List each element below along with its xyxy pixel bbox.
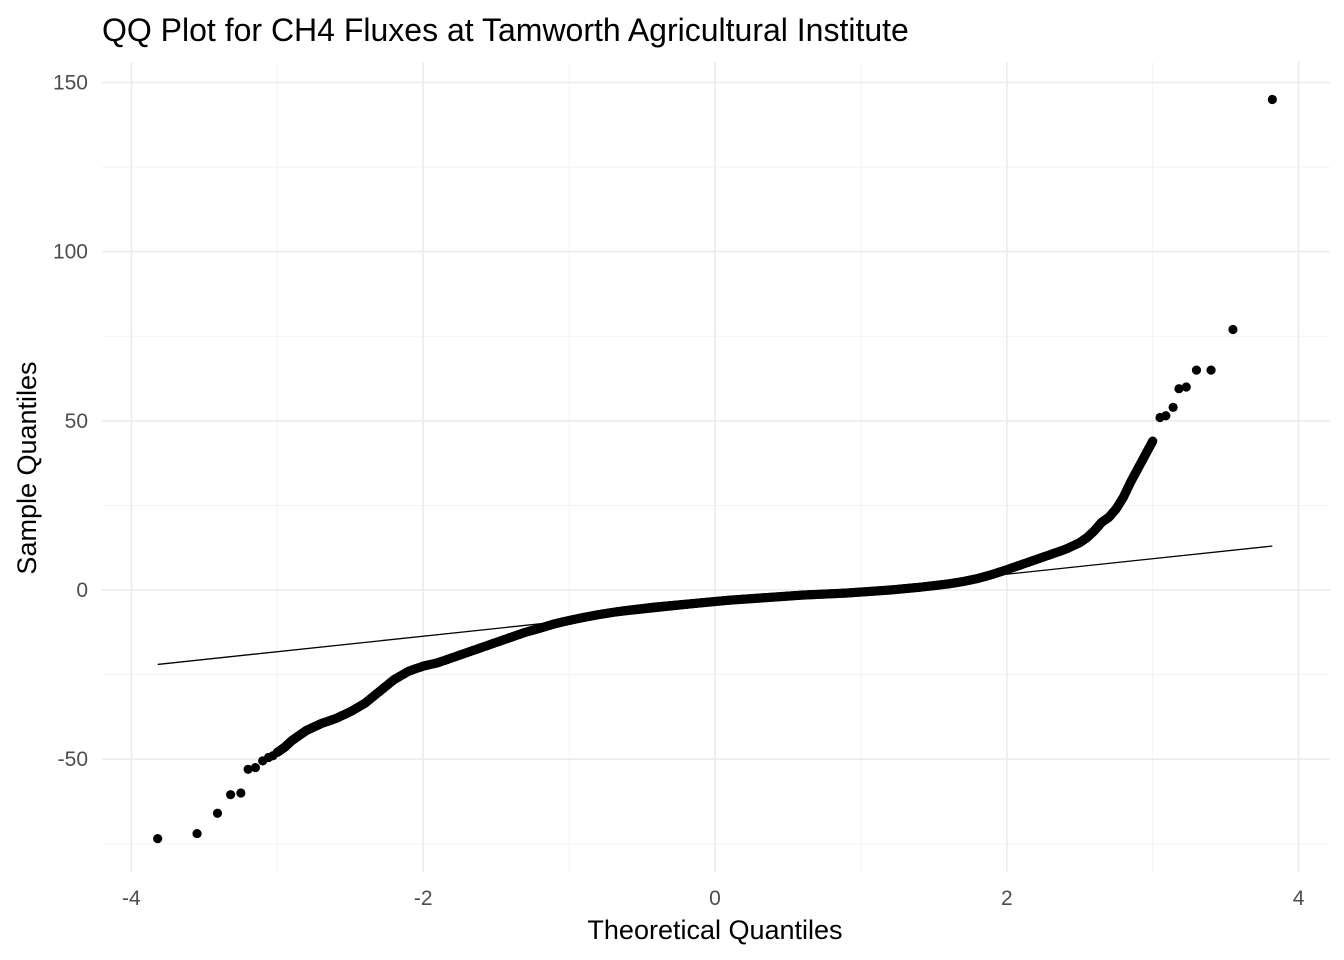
- chart-title: QQ Plot for CH4 Fluxes at Tamworth Agric…: [102, 12, 909, 48]
- sample-point: [1267, 94, 1277, 105]
- x-axis-title: Theoretical Quantiles: [587, 915, 842, 945]
- y-axis-title: Sample Quantiles: [12, 361, 42, 574]
- sample-point: [1191, 365, 1202, 375]
- sample-points: [153, 94, 1277, 844]
- sample-point: [236, 788, 246, 798]
- sample-point: [226, 790, 236, 800]
- sample-point: [1181, 382, 1191, 392]
- sample-point: [1174, 384, 1184, 394]
- y-tick-label: 0: [76, 579, 88, 602]
- grid-lines: [102, 62, 1330, 872]
- sample-point: [212, 808, 223, 818]
- y-tick-label: -50: [58, 748, 88, 771]
- sample-point: [1206, 365, 1216, 375]
- sample-point: [250, 763, 261, 773]
- y-tick-label: 100: [53, 241, 88, 264]
- sample-point: [1161, 411, 1171, 421]
- sample-point: [268, 751, 278, 761]
- sample-point: [1168, 402, 1178, 412]
- x-tick-label: -2: [414, 887, 433, 910]
- sample-point: [153, 834, 163, 844]
- sample-point: [1228, 324, 1238, 335]
- y-tick-label: 150: [53, 72, 88, 95]
- sample-point: [192, 828, 202, 839]
- sample-point: [243, 764, 253, 774]
- y-tick-labels: -50 0 50 100 150: [53, 72, 88, 772]
- x-tick-label: 4: [1293, 887, 1305, 910]
- x-tick-label: 0: [709, 887, 721, 910]
- y-tick-label: 50: [65, 410, 88, 433]
- x-tick-label: -4: [122, 887, 141, 910]
- x-tick-labels: -4 -2 0 2 4: [122, 887, 1305, 910]
- x-tick-label: 2: [1001, 887, 1013, 910]
- sample-point: [1148, 436, 1158, 446]
